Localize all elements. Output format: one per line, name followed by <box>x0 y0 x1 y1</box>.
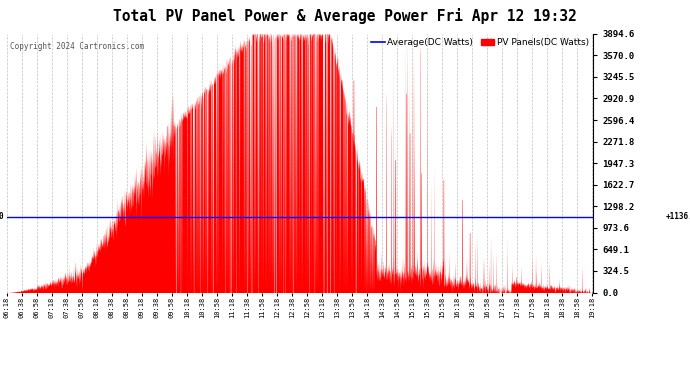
Text: Copyright 2024 Cartronics.com: Copyright 2024 Cartronics.com <box>10 42 144 51</box>
Legend: Average(DC Watts), PV Panels(DC Watts): Average(DC Watts), PV Panels(DC Watts) <box>371 38 589 47</box>
Text: +1136.840: +1136.840 <box>666 213 690 222</box>
Text: Total PV Panel Power & Average Power Fri Apr 12 19:32: Total PV Panel Power & Average Power Fri… <box>113 8 577 24</box>
Text: +1136.840: +1136.840 <box>0 213 4 222</box>
